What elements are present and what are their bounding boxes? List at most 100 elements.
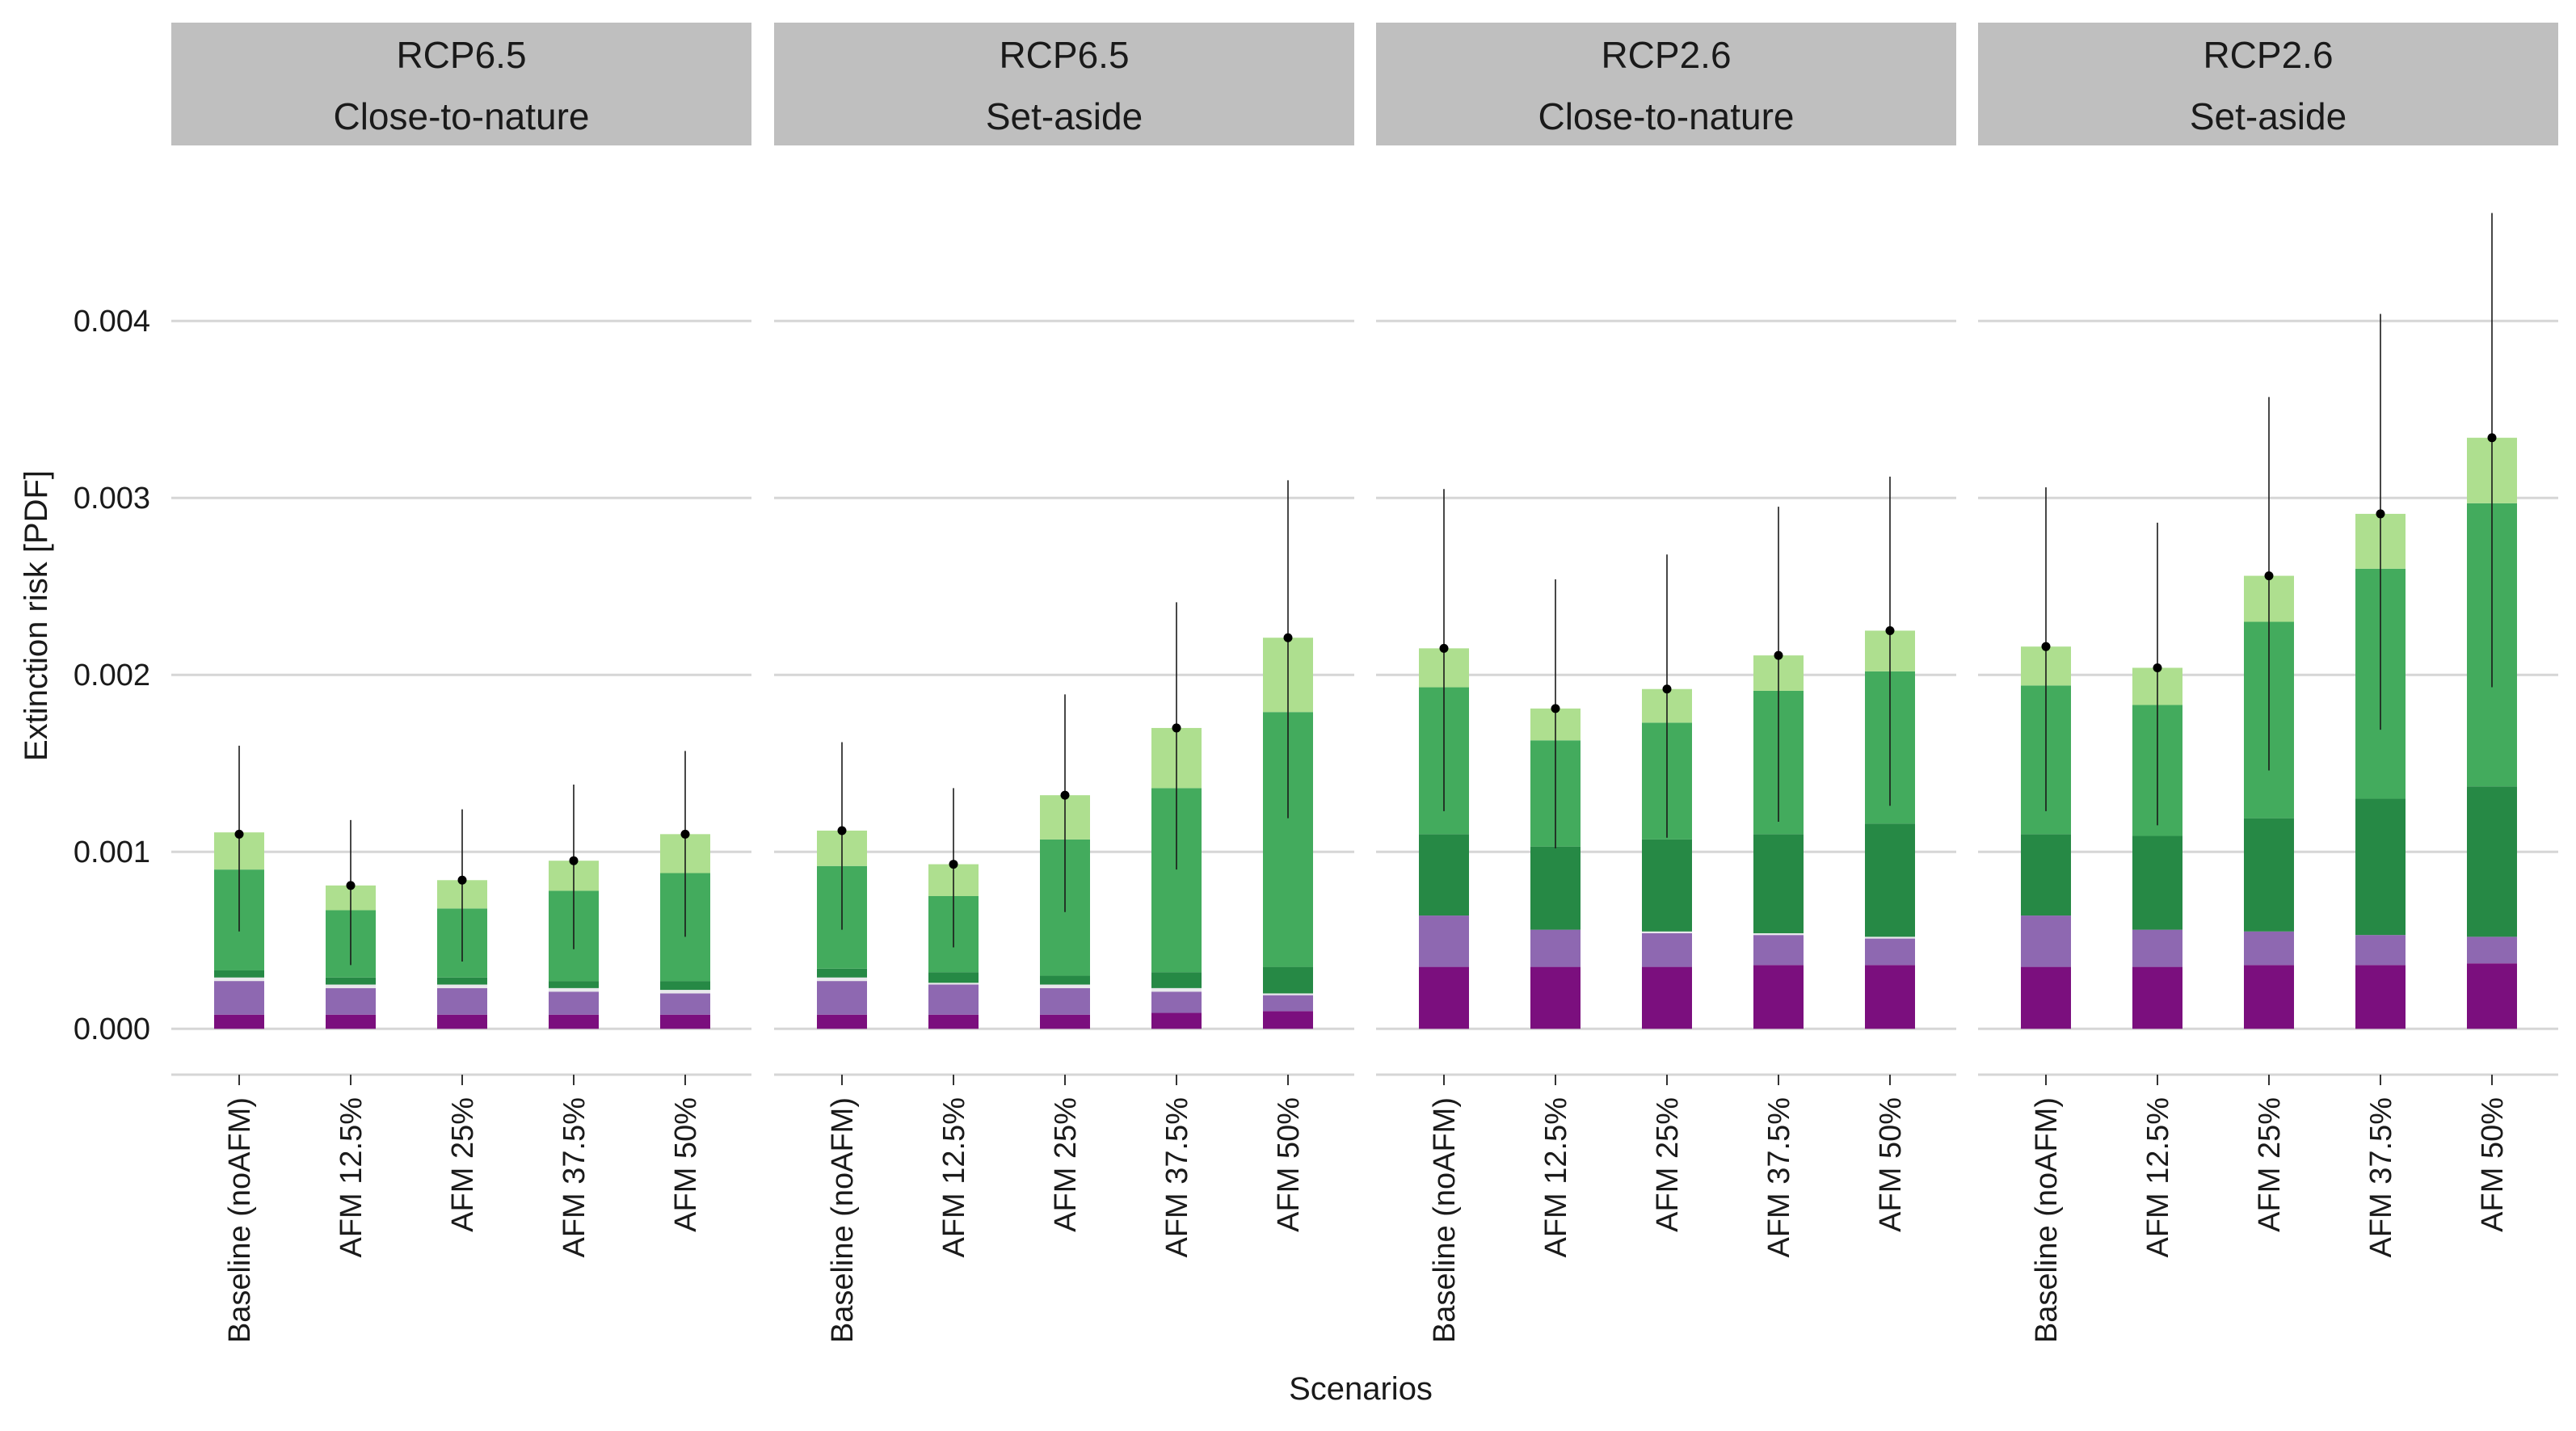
bar-segment: [1530, 929, 1581, 967]
x-tick-label: AFM 50%: [2476, 1097, 2510, 1232]
x-tick-label: AFM 25%: [446, 1097, 480, 1232]
y-tick-label: 0.001: [74, 835, 150, 869]
x-tick-label: AFM 37.5%: [1160, 1097, 1194, 1258]
bar-segment: [1040, 1014, 1090, 1029]
bar-segment: [1642, 966, 1692, 1029]
bar-segment: [928, 1014, 979, 1029]
facet-strip: [1978, 23, 2558, 145]
mean-point: [457, 875, 467, 885]
mean-point: [1060, 790, 1070, 800]
bar-segment: [326, 984, 376, 988]
x-tick-label: AFM 25%: [1049, 1097, 1083, 1232]
mean-point: [949, 860, 958, 869]
bar-segment: [2132, 966, 2182, 1029]
bar-segment: [1151, 991, 1202, 1013]
mean-point: [680, 829, 690, 839]
mean-point: [2153, 663, 2162, 672]
bar-segment: [1040, 984, 1090, 988]
x-tick-label: Baseline (noAFM): [223, 1097, 257, 1343]
mean-point: [1283, 633, 1293, 642]
mean-point: [2264, 571, 2274, 581]
bar-segment: [1530, 846, 1581, 930]
facet-title-scenario: RCP6.5: [999, 34, 1129, 76]
bar-segment: [549, 987, 599, 992]
bar-segment: [326, 977, 376, 985]
bar-segment: [437, 984, 487, 988]
bar-segment: [2467, 936, 2517, 964]
mean-point: [1551, 704, 1560, 713]
mean-point: [1662, 684, 1672, 694]
x-tick-label: AFM 37.5%: [2364, 1097, 2398, 1258]
x-tick-label: AFM 25%: [2253, 1097, 2287, 1232]
bar-segment: [928, 984, 979, 1015]
y-tick-label: 0.004: [74, 305, 150, 339]
bar-segment: [1642, 932, 1692, 967]
x-axis: Baseline (noAFM) AFM 12.5% AFM 25% AFM 37.5…: [171, 1073, 2558, 1343]
bar-segment: [1040, 975, 1090, 985]
bar-segment: [549, 981, 599, 988]
bar-segment: [817, 981, 867, 1015]
bar-segment: [660, 1014, 710, 1029]
facet-title-management: Close-to-nature: [333, 95, 589, 137]
x-tick-label: AFM 12.5%: [2141, 1097, 2175, 1258]
bar-segment: [1865, 938, 1915, 966]
bar-segment: [437, 987, 487, 1015]
facet-title-scenario: RCP6.5: [396, 34, 526, 76]
bar-segment: [2355, 798, 2406, 936]
mean-point: [569, 856, 579, 865]
mean-point: [234, 829, 244, 839]
mean-point: [2376, 509, 2385, 519]
mean-point: [837, 826, 847, 835]
x-tick-label: Baseline (noAFM): [1428, 1097, 1462, 1343]
facet-title-management: Set-aside: [986, 95, 1143, 137]
bar-segment: [660, 993, 710, 1015]
error-bars: [234, 213, 2497, 966]
bar-segment: [1263, 995, 1313, 1012]
bar-segment: [1040, 987, 1090, 1015]
bar-segment: [1263, 966, 1313, 994]
bar-segment: [326, 1014, 376, 1029]
bar-segment: [1642, 839, 1692, 932]
facet-strips: RCP6.5 Close-to-nature RCP6.5 Set-aside RCP2…: [171, 23, 2558, 145]
x-tick-label: AFM 25%: [1651, 1097, 1685, 1232]
stacked-bars: [214, 437, 2517, 1029]
facet-title-scenario: RCP2.6: [2203, 34, 2333, 76]
y-gridlines: [171, 319, 2558, 1030]
bar-segment: [1263, 993, 1313, 995]
bar-segment: [2021, 834, 2071, 916]
x-tick-label: AFM 50%: [669, 1097, 703, 1232]
y-tick-label: 0.000: [74, 1012, 150, 1046]
facet-title-management: Set-aside: [2190, 95, 2347, 137]
mean-point: [1885, 625, 1895, 635]
bar-segment: [2244, 965, 2294, 1029]
bar-segment: [2021, 966, 2071, 1029]
bar-segment: [2132, 835, 2182, 930]
x-tick-label: AFM 12.5%: [1539, 1097, 1573, 1258]
x-axis-title: Scenarios: [1289, 1371, 1433, 1407]
bar-segment: [2021, 915, 2071, 967]
x-tick-label: Baseline (noAFM): [2030, 1097, 2064, 1343]
bar-segment: [928, 972, 979, 983]
bar-segment: [1865, 823, 1915, 937]
bar-segment: [2132, 929, 2182, 967]
bar-segment: [214, 1014, 264, 1029]
mean-point: [1439, 643, 1449, 653]
mean-point: [1172, 723, 1181, 733]
y-tick-label: 0.002: [74, 659, 150, 692]
mean-point: [2487, 433, 2497, 443]
bar-segment: [1151, 1012, 1202, 1029]
facet-strip: [1376, 23, 1956, 145]
bar-segment: [928, 983, 979, 985]
bar-segment: [1753, 834, 1804, 933]
y-axis-title: Extinction risk [PDF]: [19, 470, 54, 761]
bar-segment: [214, 970, 264, 978]
facet-title-management: Close-to-nature: [1538, 95, 1794, 137]
x-tick-label: AFM 50%: [1272, 1097, 1306, 1232]
bar-segment: [660, 981, 710, 991]
bar-segment: [1530, 966, 1581, 1029]
x-tick-label: AFM 12.5%: [937, 1097, 971, 1258]
bar-segment: [437, 1014, 487, 1029]
x-tick-label: Baseline (noAFM): [826, 1097, 860, 1343]
bar-segment: [2244, 931, 2294, 966]
